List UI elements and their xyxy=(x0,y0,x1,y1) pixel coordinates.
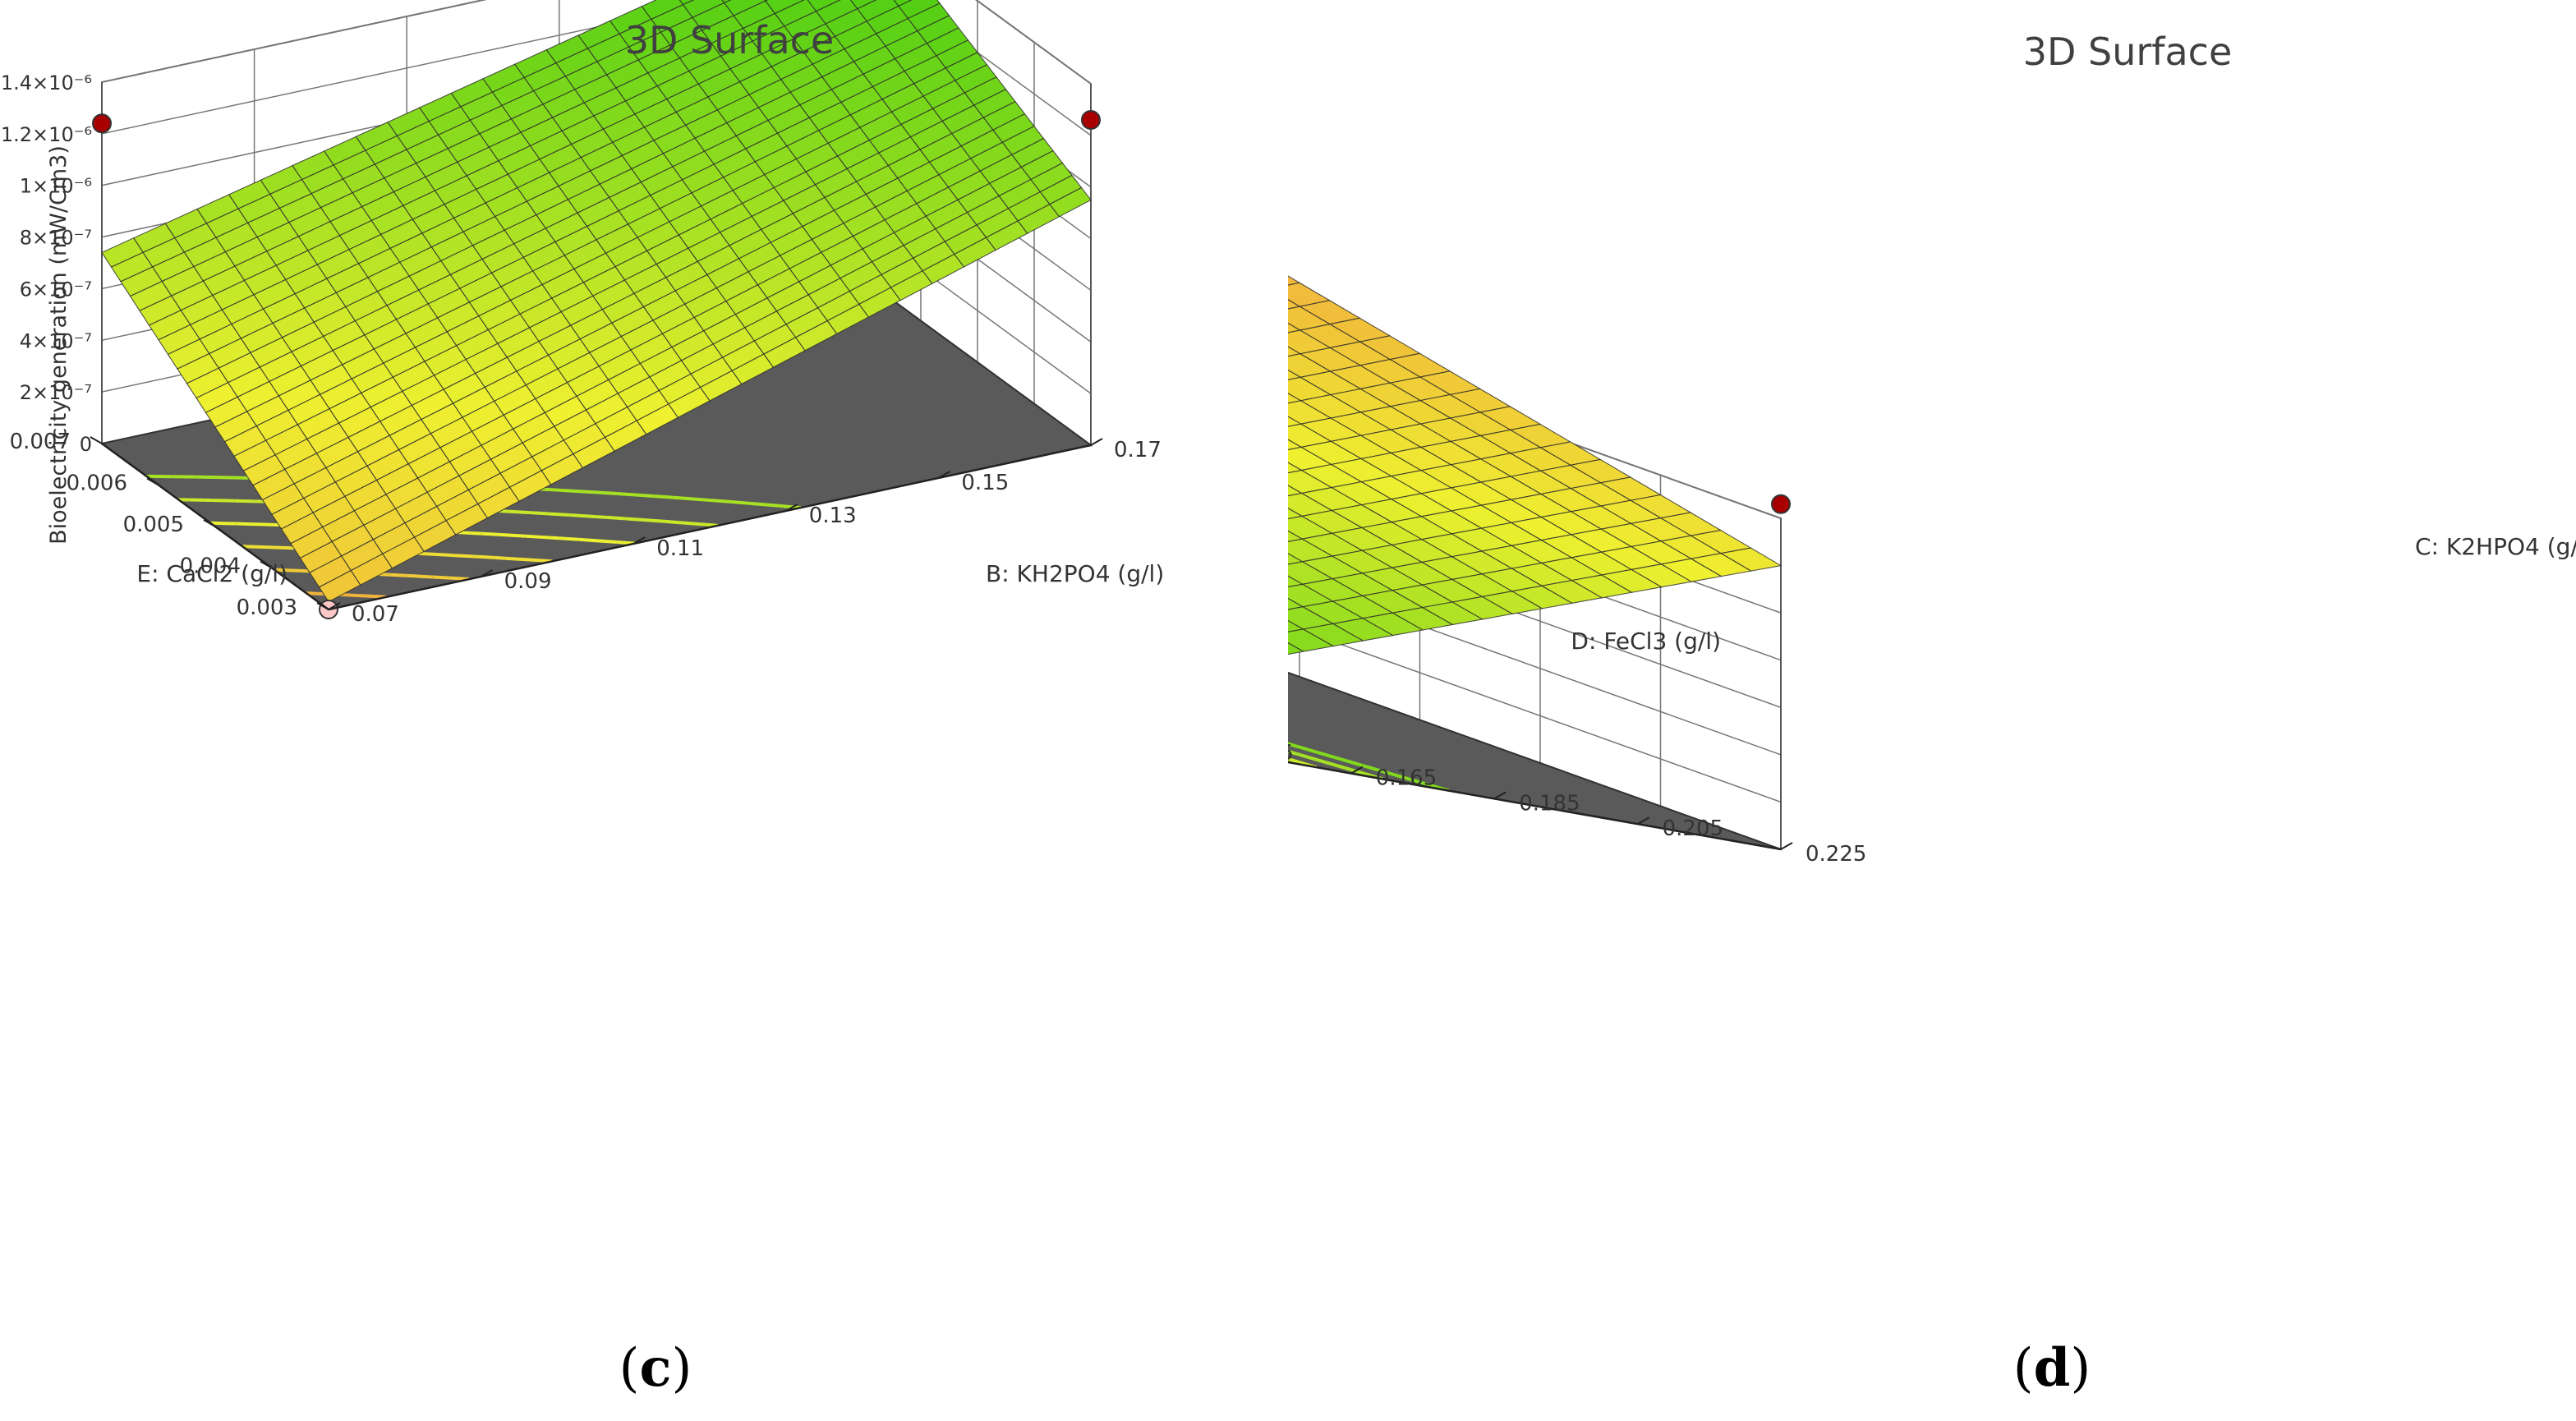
y-tick-label-4: 0.007 xyxy=(10,430,71,454)
x-tick-label-0: 0.07 xyxy=(352,602,399,627)
x-tick-2 xyxy=(632,536,646,545)
y-axis-title-d: D: FeCl3 (g/l) xyxy=(1571,628,1721,655)
x-tick-4 xyxy=(1637,816,1650,825)
x-tick-label-2: 0.11 xyxy=(656,536,704,561)
surface-mesh-d xyxy=(1288,275,1782,655)
floor-front-edge-d xyxy=(1288,761,1782,851)
surface-chart-d: 02×10⁻⁷4×10⁻⁷6×10⁻⁷8×10⁻⁷1×10⁻⁶1.2×10⁻⁶1… xyxy=(1288,275,2576,867)
z-tick-label-2: 4×10⁻⁷ xyxy=(20,329,92,352)
x-tick-5 xyxy=(1090,438,1103,446)
x-tick-label-4: 0.15 xyxy=(961,471,1009,495)
contour-level-0 xyxy=(1288,739,1450,793)
x-axis-title-d: C: K2HPO4 (g/l) xyxy=(2415,533,2576,560)
x-tick-2 xyxy=(1350,766,1364,775)
y-tick-3 xyxy=(146,477,159,486)
y-tick-0 xyxy=(316,602,329,610)
x-tick-4 xyxy=(937,471,950,479)
y-axis-title-c: E: CaCl2 (g/l) xyxy=(136,560,288,587)
z-tick-label-3: 6×10⁻⁷ xyxy=(20,278,92,301)
x-tick-label-5: 0.17 xyxy=(1114,438,1162,462)
x-tick-5 xyxy=(1780,842,1793,850)
y-tick-1 xyxy=(260,560,273,569)
x-tick-label-4: 0.205 xyxy=(1663,816,1723,841)
y-tick-2 xyxy=(203,519,216,527)
y-tick-label-1: 0.004 xyxy=(180,554,241,579)
y-tick-label-0: 0.003 xyxy=(237,596,297,620)
axes-labels-c: 0 2×10⁻⁷ 4×10⁻⁷ 6×10⁻⁷ 8×10⁻⁷ 1×10⁻⁶ 1.2×10⁻⁶ 1… xyxy=(1,71,1164,627)
panel-label-d-letter: d xyxy=(2033,1337,2071,1399)
y-tick-label-2: 0.005 xyxy=(123,513,184,537)
surface-chart-c: 0 2×10⁻⁷ 4×10⁻⁷ 6×10⁻⁷ 8×10⁻⁷ 1×10⁻⁶ 1.2×10⁻⁶ 1… xyxy=(1,0,1164,627)
z-tick-label-6: 1.2×10⁻⁶ xyxy=(1,123,92,146)
y-tick-label-3: 0.006 xyxy=(67,471,127,496)
x-tick-0 xyxy=(328,602,341,610)
z-tick-label-1: 2×10⁻⁷ xyxy=(20,381,92,404)
surface-mesh-c xyxy=(101,0,1092,603)
z-tick-label-7: 1.4×10⁻⁶ xyxy=(1,71,92,94)
z-tick-label-4: 8×10⁻⁷ xyxy=(20,227,92,250)
axes-labels-d: 02×10⁻⁷4×10⁻⁷6×10⁻⁷8×10⁻⁷1×10⁻⁶1.2×10⁻⁶1… xyxy=(1288,533,2576,867)
chart-title-c: 3D Surface xyxy=(624,18,835,62)
wall-gridline-z-7 xyxy=(101,0,1092,85)
y-tick-4 xyxy=(90,436,103,444)
panel-label-c-letter: c xyxy=(639,1337,672,1399)
x-tick-label-1: 0.09 xyxy=(504,569,552,594)
x-axis-title-c: B: KH2PO4 (g/l) xyxy=(986,560,1164,587)
design-point-1 xyxy=(1081,110,1101,130)
design-point-1 xyxy=(1771,494,1791,514)
z-tick-label-0: 0 xyxy=(80,433,92,456)
x-tick-label-5: 0.225 xyxy=(1806,842,1866,867)
chart-title-d: 3D Surface xyxy=(2022,30,2233,74)
wall-gridline-z-6 xyxy=(101,0,1092,136)
x-tick-label-1: 0.145 xyxy=(1288,741,1294,766)
panel-label-d: (d) xyxy=(2012,1337,2091,1399)
x-tick-3 xyxy=(785,504,798,512)
x-tick-label-3: 0.13 xyxy=(809,504,857,528)
panel-label-c: (c) xyxy=(619,1337,692,1399)
x-tick-label-2: 0.165 xyxy=(1376,766,1437,791)
z-tick-label-5: 1×10⁻⁶ xyxy=(20,175,92,198)
x-tick-label-3: 0.185 xyxy=(1519,791,1580,816)
design-points-d xyxy=(1771,494,1791,514)
x-tick-1 xyxy=(481,569,494,577)
z-axis-title-c: Bioelectricity generation (mW/Cm3) xyxy=(46,145,71,545)
x-tick-3 xyxy=(1493,791,1506,800)
design-point-0 xyxy=(92,113,112,134)
